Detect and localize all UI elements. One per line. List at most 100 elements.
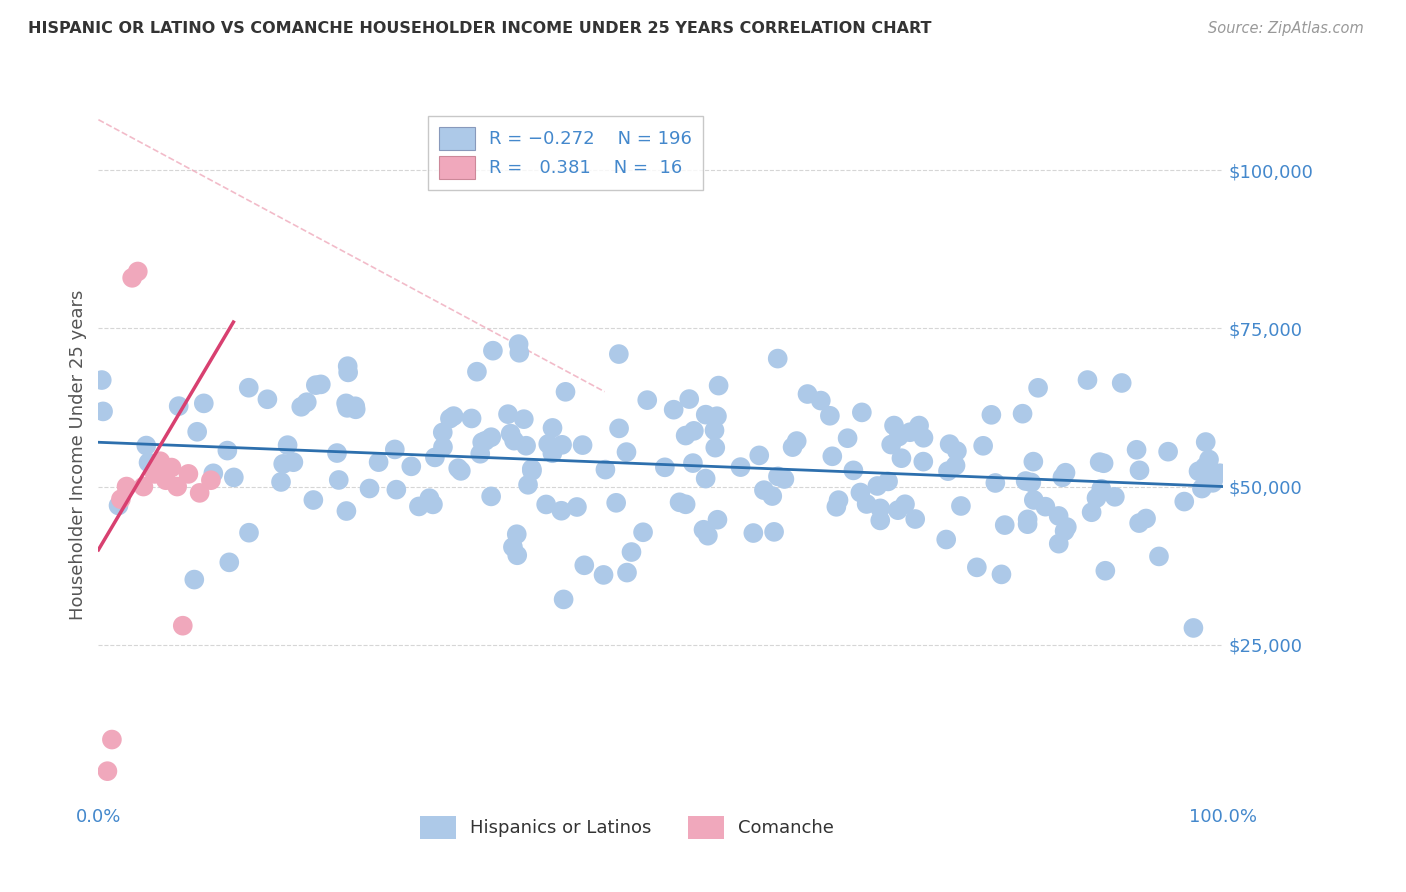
Point bbox=[818, 409, 841, 423]
Point bbox=[742, 526, 765, 541]
Point bbox=[1147, 549, 1170, 564]
Point bbox=[869, 501, 891, 516]
Point bbox=[851, 405, 873, 419]
Point bbox=[898, 425, 921, 440]
Point bbox=[706, 409, 728, 424]
Point bbox=[506, 527, 529, 541]
Point bbox=[479, 489, 502, 503]
Point bbox=[218, 555, 240, 569]
Point bbox=[866, 479, 889, 493]
Point bbox=[636, 393, 658, 408]
Point bbox=[200, 473, 222, 487]
Point bbox=[149, 454, 172, 468]
Point bbox=[447, 461, 470, 475]
Point bbox=[479, 430, 502, 444]
Point bbox=[707, 378, 730, 392]
Point bbox=[730, 460, 752, 475]
Point bbox=[166, 479, 188, 493]
Point bbox=[401, 459, 423, 474]
Point bbox=[127, 264, 149, 278]
Point bbox=[91, 404, 114, 418]
Point bbox=[517, 477, 540, 491]
Point bbox=[620, 545, 643, 559]
Point bbox=[344, 399, 367, 413]
Point bbox=[110, 492, 132, 507]
Point bbox=[786, 434, 808, 448]
Point bbox=[508, 345, 530, 359]
Point bbox=[344, 402, 367, 417]
Legend: Hispanics or Latinos, Comanche: Hispanics or Latinos, Comanche bbox=[412, 808, 842, 846]
Point bbox=[238, 381, 260, 395]
Point bbox=[890, 451, 912, 466]
Point bbox=[1011, 407, 1033, 421]
Point bbox=[132, 479, 155, 493]
Point bbox=[520, 464, 543, 478]
Point bbox=[849, 485, 872, 500]
Point bbox=[631, 525, 654, 540]
Point bbox=[359, 482, 381, 496]
Point bbox=[912, 455, 935, 469]
Point bbox=[471, 435, 494, 450]
Point bbox=[515, 439, 537, 453]
Point bbox=[335, 504, 357, 518]
Point bbox=[1021, 475, 1043, 490]
Point bbox=[474, 434, 496, 448]
Point bbox=[290, 400, 312, 414]
Point bbox=[904, 512, 927, 526]
Point bbox=[1157, 444, 1180, 458]
Point bbox=[565, 500, 588, 514]
Point bbox=[107, 499, 129, 513]
Point bbox=[887, 429, 910, 443]
Point bbox=[328, 473, 350, 487]
Point bbox=[172, 618, 194, 632]
Point bbox=[703, 423, 725, 437]
Point bbox=[908, 418, 931, 433]
Point bbox=[1056, 520, 1078, 534]
Point bbox=[537, 437, 560, 451]
Point bbox=[496, 407, 519, 421]
Point bbox=[704, 441, 727, 455]
Point bbox=[1092, 456, 1115, 470]
Point bbox=[1202, 475, 1225, 490]
Point bbox=[966, 560, 988, 574]
Point bbox=[949, 499, 972, 513]
Point bbox=[1053, 524, 1076, 538]
Point bbox=[482, 343, 505, 358]
Point bbox=[1017, 517, 1039, 532]
Point bbox=[465, 365, 488, 379]
Point bbox=[295, 395, 318, 409]
Point bbox=[936, 464, 959, 478]
Point bbox=[607, 347, 630, 361]
Point bbox=[1194, 459, 1216, 474]
Point bbox=[188, 486, 211, 500]
Point bbox=[761, 489, 783, 503]
Point bbox=[894, 497, 917, 511]
Point bbox=[502, 540, 524, 554]
Point bbox=[121, 270, 143, 285]
Point bbox=[935, 533, 957, 547]
Point bbox=[177, 467, 200, 481]
Y-axis label: Householder Income Under 25 years: Householder Income Under 25 years bbox=[69, 290, 87, 620]
Point bbox=[1198, 452, 1220, 467]
Point bbox=[912, 431, 935, 445]
Point bbox=[90, 373, 112, 387]
Point bbox=[1173, 494, 1195, 508]
Point bbox=[408, 500, 430, 514]
Point bbox=[1022, 455, 1045, 469]
Point bbox=[945, 458, 967, 473]
Point bbox=[1052, 470, 1074, 484]
Point bbox=[470, 447, 492, 461]
Point bbox=[1026, 381, 1049, 395]
Point bbox=[432, 425, 454, 440]
Point bbox=[616, 566, 638, 580]
Point bbox=[553, 592, 575, 607]
Point bbox=[503, 434, 526, 448]
Point bbox=[155, 473, 177, 487]
Point bbox=[1047, 536, 1070, 550]
Point bbox=[96, 764, 118, 779]
Point bbox=[1094, 564, 1116, 578]
Point bbox=[551, 438, 574, 452]
Point bbox=[766, 351, 789, 366]
Point bbox=[202, 467, 225, 481]
Point bbox=[990, 567, 1012, 582]
